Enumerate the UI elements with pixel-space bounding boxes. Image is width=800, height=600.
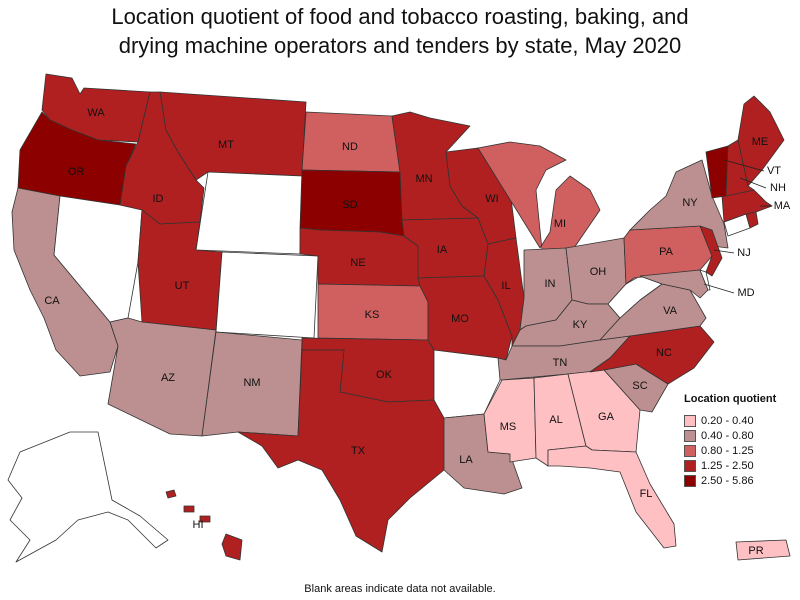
label-vt: VT [767,165,781,177]
leader-lines [703,159,772,294]
label-pa: PA [659,246,674,258]
label-me: ME [752,136,769,148]
label-ca: CA [44,295,60,307]
label-nj: NJ [737,247,750,259]
label-mt: MT [218,139,234,151]
label-ms: MS [500,421,517,433]
label-sd: SD [342,199,357,211]
label-in: IN [545,278,556,290]
legend-item: 2.50 - 5.86 [684,473,796,488]
state-ma[interactable] [721,189,773,223]
legend-label: 1.25 - 2.50 [701,459,754,472]
state-nc[interactable] [589,325,715,385]
state-wy[interactable] [195,171,303,255]
label-nc: NC [656,347,672,359]
label-wi: WI [485,193,498,205]
legend-swatch [684,444,696,457]
label-va: VA [663,305,678,317]
label-ut: UT [175,280,190,292]
map-title-line-2: drying machine operators and tenders by … [118,33,682,58]
label-pr: PR [748,545,763,557]
state-nv[interactable] [53,195,143,323]
label-az: AZ [161,372,175,384]
label-md: MD [737,287,754,299]
state-co[interactable] [215,251,319,339]
legend-swatch [684,459,696,472]
label-id: ID [153,193,164,205]
label-or: OR [68,166,85,178]
label-ny: NY [682,197,698,209]
legend-label: 0.40 - 0.80 [701,429,754,442]
state-az[interactable] [107,317,217,437]
legend: Location quotient 0.20 - 0.40 0.40 - 0.8… [684,393,796,488]
legend-item: 0.80 - 1.25 [684,443,796,458]
label-tn: TN [553,357,568,369]
legend-item: 0.20 - 0.40 [684,413,796,428]
map-title: Location quotient of food and tobacco ro… [0,2,800,60]
label-mi: MI [554,218,566,230]
state-ak[interactable] [7,431,169,563]
label-nm: NM [243,377,260,389]
label-ok: OK [376,369,393,381]
label-sc: SC [632,380,647,392]
label-tx: TX [351,445,366,457]
state-tx[interactable] [237,349,447,553]
legend-swatch [684,474,696,487]
label-la: LA [459,454,473,466]
label-mn: MN [415,173,432,185]
legend-label: 0.80 - 1.25 [701,444,754,457]
label-ne: NE [350,257,365,269]
label-nd: ND [342,141,358,153]
state-fl[interactable] [547,445,677,549]
legend-swatch [684,429,696,442]
legend-swatch [684,414,696,427]
legend-title: Location quotient [684,393,777,405]
state-hi[interactable] [165,489,243,561]
label-fl: FL [640,488,653,500]
label-mo: MO [451,313,469,325]
label-il: IL [501,280,510,292]
legend-item: 1.25 - 2.50 [684,458,796,473]
map-title-line-1: Location quotient of food and tobacco ro… [111,4,689,29]
label-oh: OH [590,266,607,278]
label-hi: HI [193,519,204,531]
state-mt[interactable] [159,91,307,181]
label-ks: KS [365,309,380,321]
legend-label: 2.50 - 5.86 [701,474,754,487]
state-pr[interactable] [735,539,791,561]
label-ky: KY [573,319,588,331]
label-ga: GA [598,411,615,423]
label-wa: WA [87,107,105,119]
state-nj[interactable] [699,225,723,277]
label-nh: NH [770,182,786,194]
label-ia: IA [437,244,448,256]
label-al: AL [549,414,562,426]
legend-label: 0.20 - 0.40 [701,414,754,427]
legend-item: 0.40 - 0.80 [684,428,796,443]
footnote: Blank areas indicate data not available. [304,583,496,595]
state-me[interactable] [737,95,785,187]
label-ma: MA [774,200,791,212]
